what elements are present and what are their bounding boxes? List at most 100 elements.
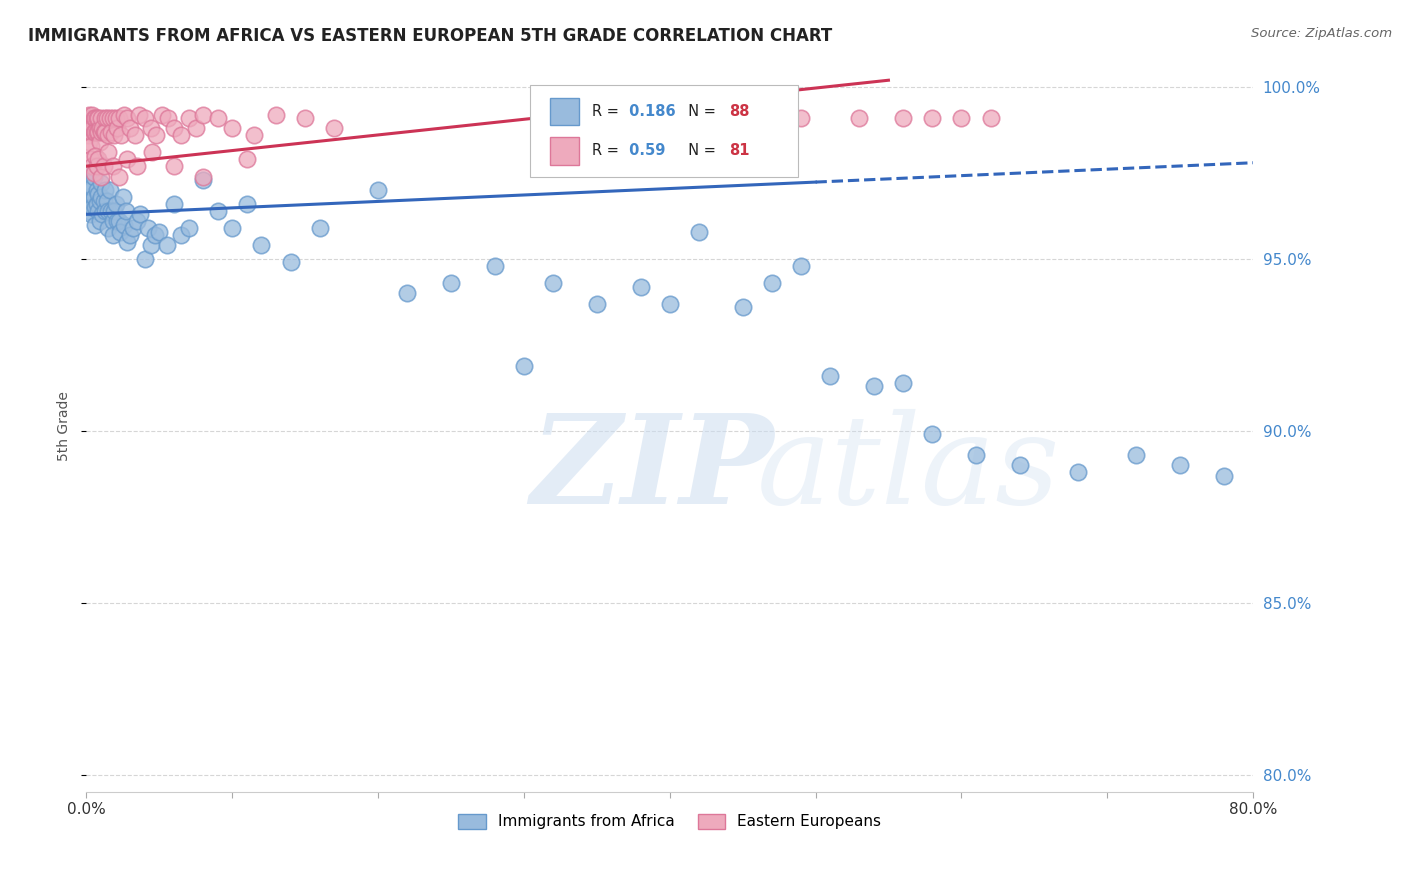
Text: 0.59: 0.59 [624, 144, 665, 159]
Point [84, 149, 107, 163]
Point [156, 238, 179, 252]
Point [90, 111, 112, 125]
Point [104, 111, 127, 125]
Point [89, 194, 111, 208]
Point [77, 166, 100, 180]
Point [100, 203, 122, 218]
Text: N =: N = [679, 103, 720, 119]
Point [1125, 448, 1147, 462]
Point [117, 153, 139, 167]
Point [82, 121, 104, 136]
Point [236, 197, 259, 211]
Point [83, 169, 105, 184]
Point [89, 214, 111, 228]
Point [94, 183, 117, 197]
Point [243, 128, 266, 143]
Point [84, 125, 107, 139]
Point [863, 379, 886, 393]
Point [111, 190, 134, 204]
Text: atlas: atlas [758, 409, 1060, 531]
Point [184, 121, 207, 136]
Point [120, 121, 142, 136]
Point [94, 125, 117, 139]
Point [163, 121, 186, 136]
Point [513, 359, 536, 373]
Text: ZIP: ZIP [530, 409, 773, 531]
Point [264, 107, 287, 121]
Point [86, 197, 108, 211]
Point [93, 125, 115, 139]
Point [221, 121, 243, 136]
Point [139, 238, 162, 252]
Point [688, 225, 710, 239]
Point [86, 111, 108, 125]
Point [93, 159, 115, 173]
Point [83, 190, 105, 204]
Point [114, 203, 136, 218]
Point [1257, 475, 1279, 490]
Point [484, 259, 506, 273]
Point [127, 159, 149, 173]
Point [191, 169, 214, 184]
Point [86, 183, 108, 197]
Point [761, 276, 783, 290]
Point [128, 107, 150, 121]
Point [89, 135, 111, 149]
Point [110, 128, 132, 143]
Point [86, 125, 108, 139]
Point [541, 276, 564, 290]
Point [848, 111, 870, 125]
Point [250, 238, 273, 252]
Point [148, 225, 170, 239]
Point [100, 125, 122, 139]
Point [87, 111, 110, 125]
Point [105, 214, 128, 228]
Point [79, 177, 101, 191]
Point [163, 159, 186, 173]
Point [129, 207, 152, 221]
Point [104, 197, 127, 211]
FancyBboxPatch shape [530, 86, 799, 177]
Point [105, 121, 128, 136]
Point [139, 121, 162, 136]
Point [98, 183, 121, 197]
Point [979, 111, 1001, 125]
Point [396, 286, 419, 301]
Text: 81: 81 [730, 144, 749, 159]
Point [1008, 458, 1031, 473]
Point [82, 201, 104, 215]
Point [141, 145, 163, 160]
Point [965, 448, 987, 462]
Point [80, 153, 103, 167]
Point [585, 296, 607, 310]
Point [323, 121, 346, 136]
Point [440, 276, 463, 290]
Point [163, 197, 186, 211]
Point [82, 179, 104, 194]
Point [103, 203, 125, 218]
Point [157, 111, 180, 125]
Text: N =: N = [679, 144, 720, 159]
Point [1168, 458, 1191, 473]
Point [80, 194, 103, 208]
Point [177, 221, 200, 235]
Point [101, 159, 124, 173]
Point [86, 159, 108, 173]
Y-axis label: 5th Grade: 5th Grade [58, 391, 72, 460]
Point [84, 201, 107, 215]
Point [207, 111, 229, 125]
Point [134, 252, 156, 266]
Point [170, 227, 193, 242]
Point [97, 128, 120, 143]
Point [83, 111, 105, 125]
Point [90, 125, 112, 139]
Point [97, 203, 120, 218]
Point [80, 183, 103, 197]
Point [84, 111, 107, 125]
Text: R =: R = [592, 144, 623, 159]
Point [221, 221, 243, 235]
Point [367, 183, 389, 197]
Point [120, 227, 142, 242]
Point [658, 296, 681, 310]
Point [112, 107, 135, 121]
